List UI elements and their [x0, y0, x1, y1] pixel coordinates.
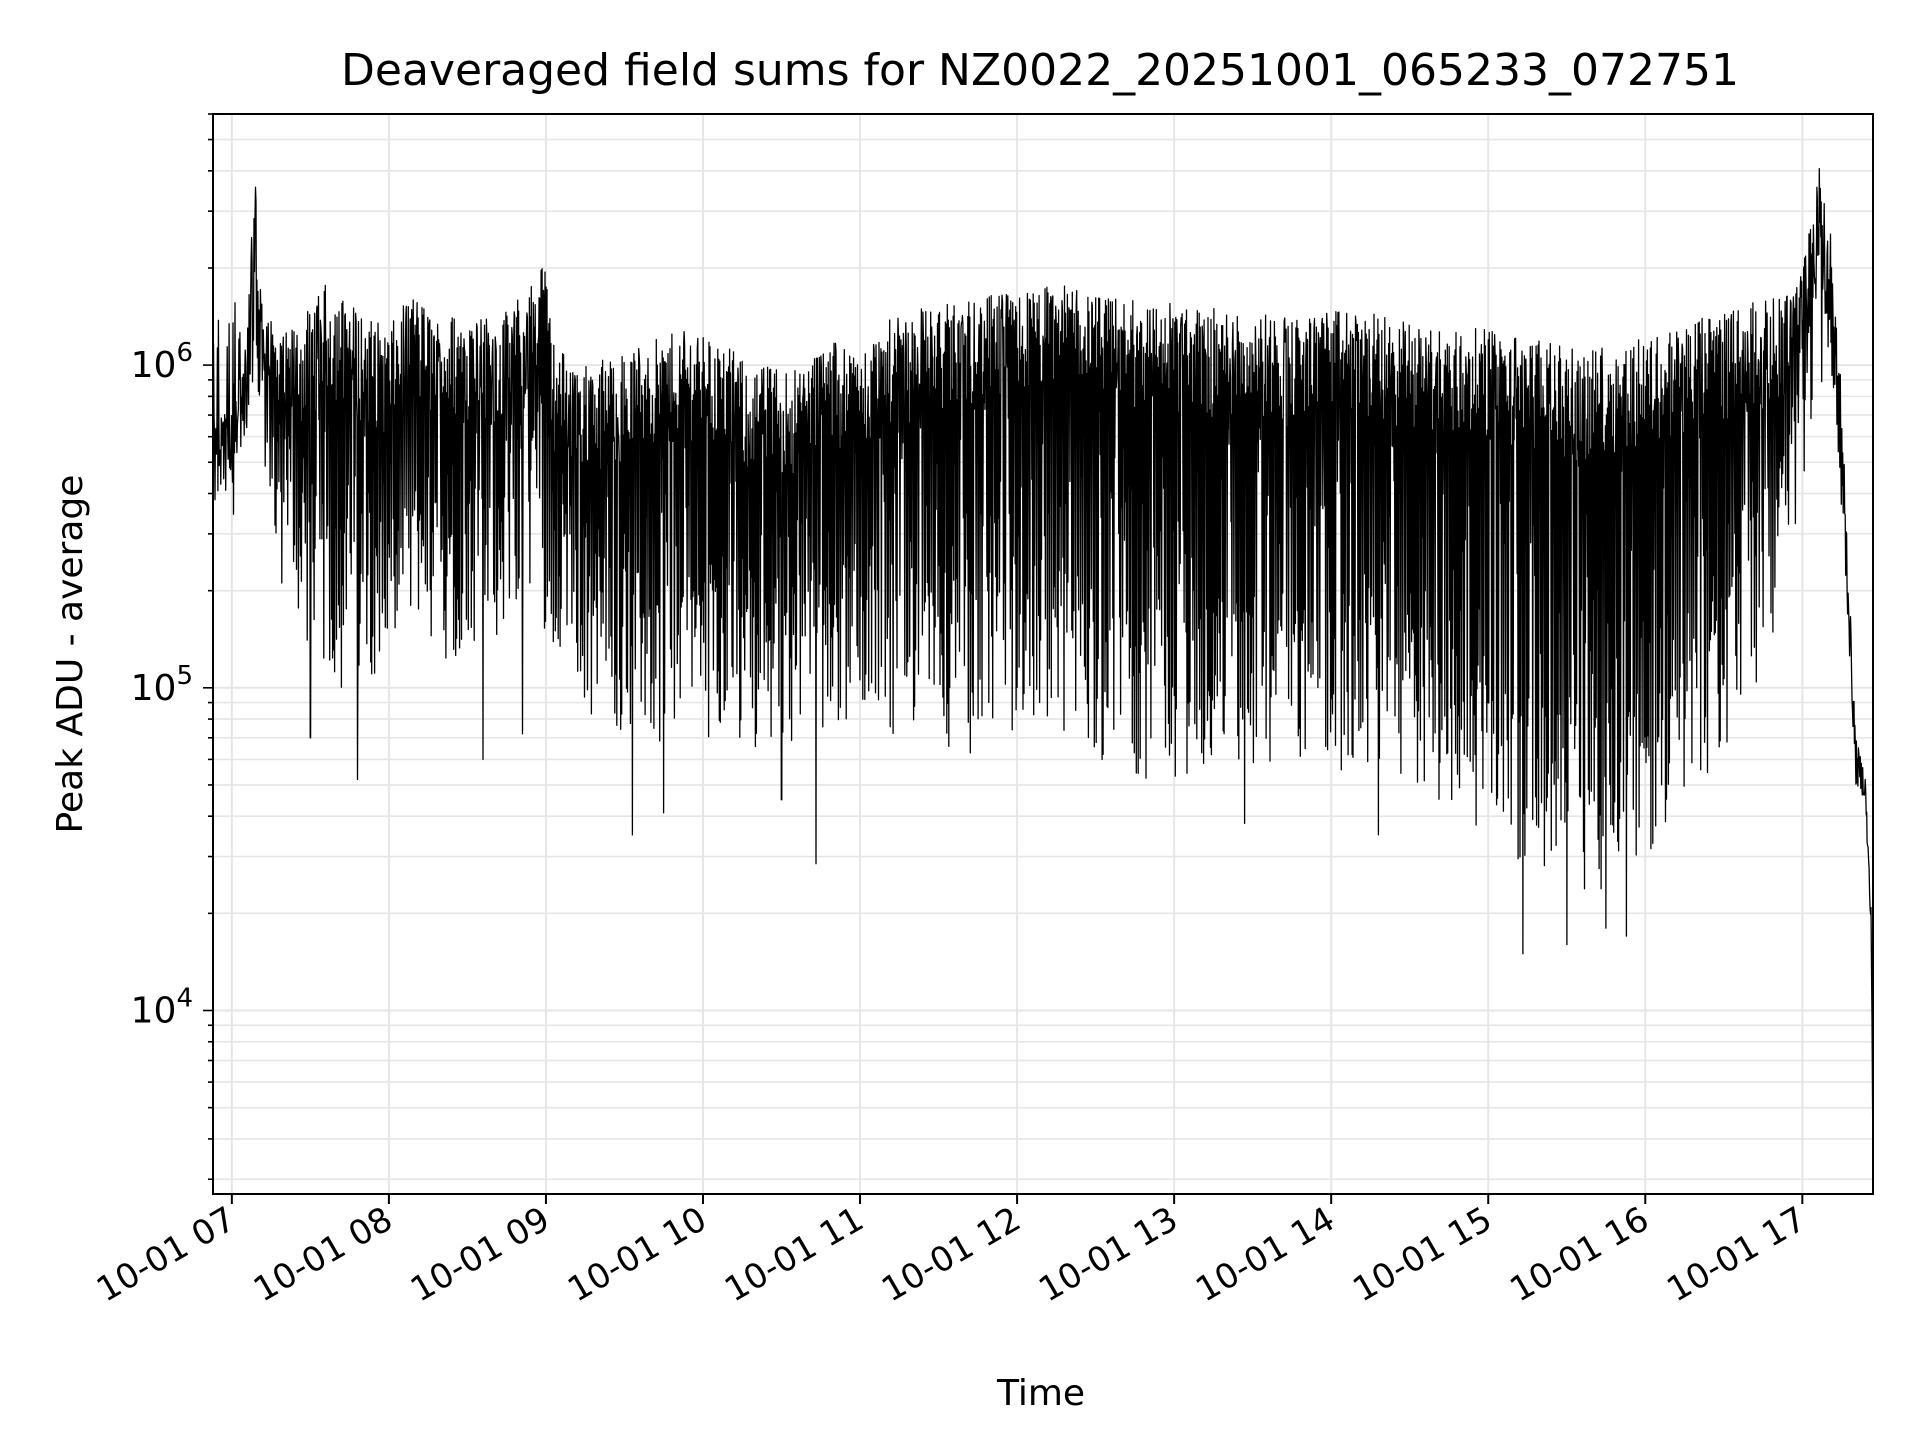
- x-axis-label: Time: [996, 1373, 1085, 1414]
- y-tick-label: 106: [131, 338, 193, 386]
- plot-frame: [212, 113, 1874, 1195]
- y-tick-label-base: 10: [131, 345, 177, 386]
- chart-title: Deaveraged field sums for NZ0022_2025100…: [341, 45, 1739, 96]
- y-tick-label-exponent: 4: [176, 984, 193, 1014]
- series-line: [212, 167, 1874, 1166]
- y-tick-label: 105: [131, 661, 193, 709]
- series-layer: [212, 167, 1874, 1166]
- y-tick-label-exponent: 5: [176, 661, 193, 691]
- y-tick-label: 104: [131, 984, 193, 1032]
- y-tick-label-base: 10: [131, 991, 177, 1032]
- y-tick-label-base: 10: [131, 668, 177, 709]
- y-tick-label-exponent: 6: [176, 338, 193, 368]
- y-axis-label: Peak ADU - average: [50, 475, 91, 834]
